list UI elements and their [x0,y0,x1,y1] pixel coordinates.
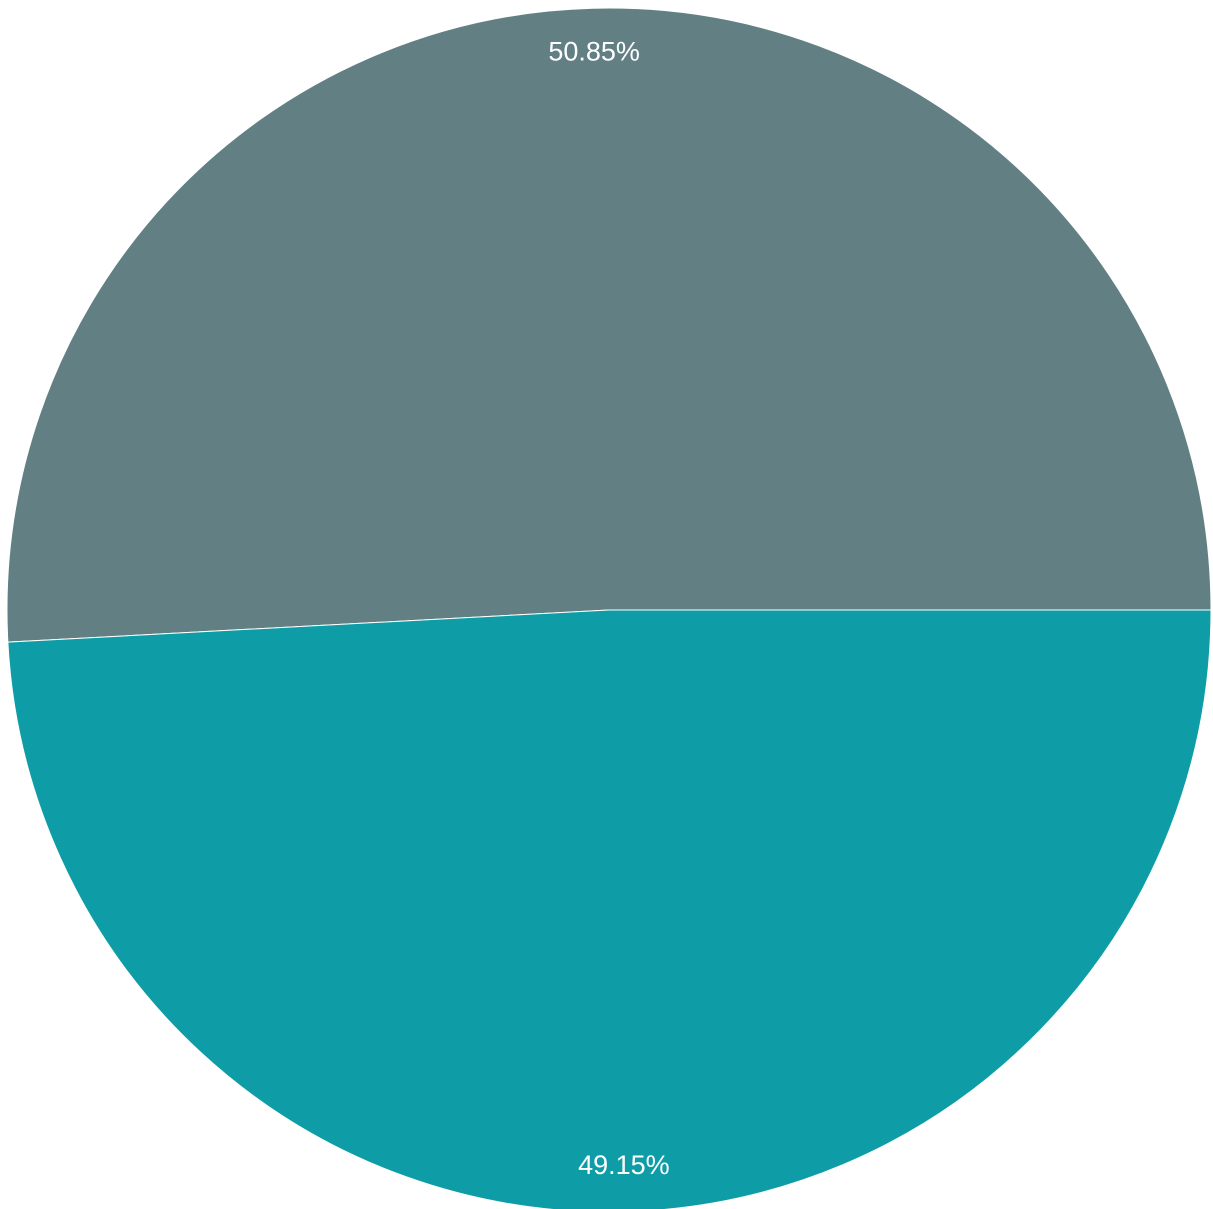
pie-slice-label-2: 49.15% [578,1150,670,1180]
pie-slice-2 [7,609,1212,1209]
pie-slices [6,7,1212,1209]
pie-slice-label-1: 50.85% [548,36,640,66]
pie-slice-1 [6,7,1212,643]
pie-labels: 50.85% 49.15% [548,36,669,1180]
